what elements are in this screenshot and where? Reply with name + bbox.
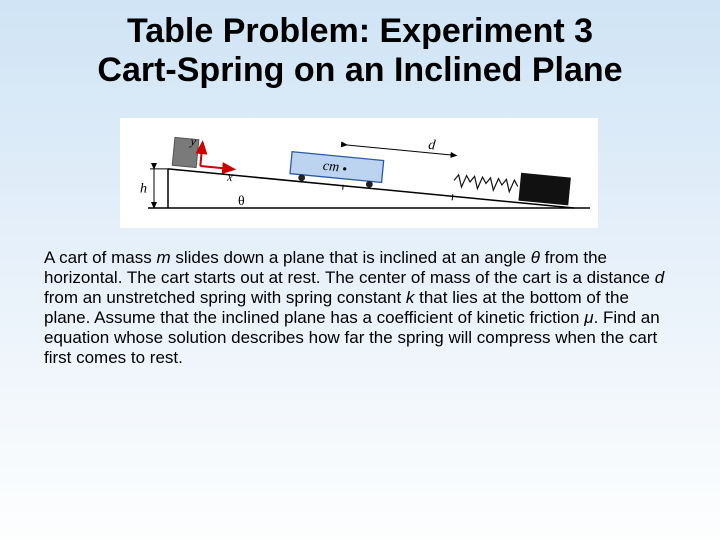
- title-line-2: Cart-Spring on an Inclined Plane: [97, 51, 622, 89]
- title-line-1: Table Problem: Experiment 3: [127, 12, 593, 50]
- svg-text:cm: cm: [322, 159, 340, 175]
- svg-text:x: x: [226, 170, 234, 185]
- svg-text:d: d: [428, 138, 437, 154]
- slide-title: Table Problem: Experiment 3 Cart-Spring …: [0, 0, 720, 90]
- problem-text: A cart of mass m slides down a plane tha…: [44, 248, 676, 368]
- incline-diagram-svg: cmdxyhθ: [120, 118, 598, 228]
- diagram: cmdxyhθ: [120, 118, 598, 228]
- svg-text:h: h: [140, 182, 147, 197]
- svg-text:θ: θ: [238, 194, 245, 209]
